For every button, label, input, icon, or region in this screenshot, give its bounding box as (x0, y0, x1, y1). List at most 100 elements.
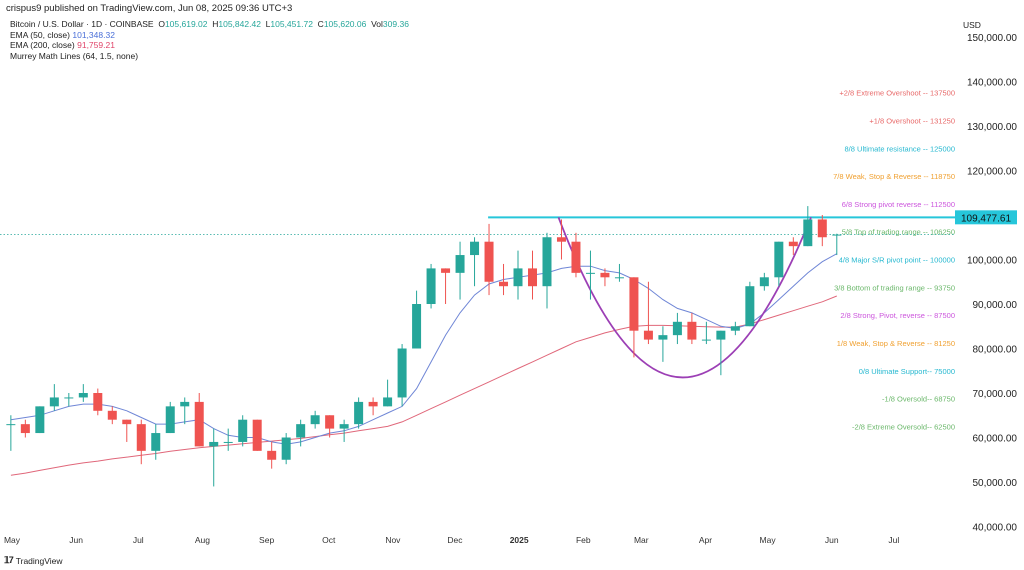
time-tick-label: 2025 (510, 535, 529, 545)
time-tick-label: Feb (576, 535, 591, 545)
candle-body (528, 268, 537, 287)
candle-body (354, 401, 364, 425)
ema200-row[interactable]: EMA (200, close) 91,759.21 (10, 40, 409, 51)
candle-body (252, 419, 262, 451)
candle-body (759, 277, 769, 287)
candle-body (238, 419, 248, 442)
candle-body (209, 441, 219, 447)
murrey-level-label: 1/8 Weak, Stop & Reverse -- 81250 (837, 339, 955, 348)
murrey-level-label: 2/8 Strong, Pivot, reverse -- 87500 (840, 311, 955, 320)
candle-body (745, 286, 755, 327)
murrey-row[interactable]: Murrey Math Lines (64, 1.5, none) (10, 51, 409, 62)
candle-body (600, 272, 610, 278)
resistance-price-badge (955, 210, 1017, 225)
murrey-level-label: -1/8 Oversold-- 68750 (882, 395, 955, 404)
candle-body (788, 241, 798, 247)
time-tick-label: Nov (385, 535, 401, 545)
murrey-level-label: +2/8 Extreme Overshoot -- 137500 (839, 89, 955, 98)
murrey-level-label: 8/8 Ultimate resistance -- 125000 (845, 144, 955, 153)
ema50-row[interactable]: EMA (50, close) 101,348.32 (10, 30, 409, 41)
price-tick-label: 60,000.00 (973, 434, 1018, 445)
currency-label: USD (963, 20, 981, 30)
price-tick-label: 150,000.00 (967, 33, 1017, 44)
candle-body (136, 424, 146, 451)
ema50-label: EMA (50, close) (10, 29, 70, 40)
time-tick-label: Apr (699, 535, 712, 545)
candle-body (78, 393, 88, 398)
time-tick-label: May (760, 535, 777, 545)
candle-body (397, 348, 407, 398)
time-tick-label: May (4, 535, 21, 545)
candle-body (20, 424, 30, 434)
candle-body (426, 268, 436, 304)
tradingview-logo-text: TradingView (15, 555, 63, 566)
candle-body (180, 401, 190, 407)
candle-body (513, 268, 523, 287)
volume-label: Vol (371, 19, 383, 29)
price-tick-label: 140,000.00 (967, 78, 1017, 89)
price-axis: 150,000.00 140,000.00 130,000.00 120,000.00… (955, 33, 1017, 534)
candle-body (6, 424, 16, 426)
high-value: 105,842.42 (218, 19, 261, 29)
candle-body (194, 401, 204, 447)
candle-body (383, 397, 393, 407)
symbol-label: Bitcoin / U.S. Dollar · 1D · COINBASE (10, 19, 154, 29)
candle-body (310, 415, 320, 425)
candle-body (571, 241, 581, 273)
murrey-level-label: 3/8 Bottom of trading range -- 93750 (834, 283, 955, 292)
open-value: 105,619.02 (164, 19, 208, 29)
candle-body (281, 437, 291, 460)
ema50-value: 101,348.32 (72, 29, 115, 40)
murrey-level-label: 7/8 Weak, Stop & Reverse -- 118750 (833, 172, 955, 181)
candle-body (151, 433, 161, 451)
candle-body (556, 237, 566, 242)
price-tick-label: 120,000.00 (967, 167, 1017, 178)
ema200-label: EMA (200, close) (10, 40, 75, 50)
candle-body (484, 241, 494, 282)
candle-body (64, 397, 74, 399)
murrey-label: Murrey Math Lines (64, 1.5, none) (10, 50, 139, 61)
time-tick-label: Jul (888, 535, 899, 545)
candle-body (774, 241, 784, 278)
ohlc-row: Bitcoin / U.S. Dollar · 1D · COINBASE O1… (10, 19, 409, 30)
time-tick-label: Dec (447, 535, 463, 545)
candle-body (658, 335, 668, 340)
candle-body (701, 339, 711, 341)
price-tick-label: 100,000.00 (967, 256, 1017, 267)
time-axis: May Jun Jul Aug Sep Oct Nov Dec 2025 Feb Mar Apr May… (4, 535, 899, 545)
candle-body (165, 406, 175, 434)
candle-body (672, 321, 682, 336)
candle-body (817, 219, 827, 238)
published-byline: crispus9 published on TradingView.com, J… (6, 3, 293, 14)
candle-body (716, 330, 726, 340)
ema200-line (10, 295, 837, 476)
tradingview-logo-icon: 𝟙7 (4, 555, 14, 565)
candle-body (730, 326, 740, 331)
price-tick-label: 90,000.00 (973, 300, 1018, 311)
candle-body (499, 281, 509, 287)
candles (6, 206, 842, 487)
volume-value: 309.36 (382, 19, 409, 29)
low-label: L (265, 19, 271, 29)
price-tick-label: 40,000.00 (973, 523, 1018, 534)
murrey-level-label: 6/8 Strong pivot reverse -- 112500 (842, 200, 955, 209)
time-tick-label: Aug (195, 535, 210, 545)
close-label: C (317, 19, 324, 29)
time-tick-label: Jun (825, 535, 839, 545)
murrey-labels: +2/8 Extreme Overshoot -- 137500 +1/8 Ove… (833, 89, 955, 432)
price-tick-label: 70,000.00 (973, 389, 1018, 400)
time-tick-label: Jul (133, 535, 144, 545)
candle-body (585, 272, 595, 274)
murrey-level-label: 5/8 Top of trading range -- 106250 (842, 228, 955, 237)
time-tick-label: Mar (634, 535, 649, 545)
candle-body (368, 401, 378, 407)
time-tick-label: Oct (322, 535, 336, 545)
tradingview-logo[interactable]: 𝟙7 TradingView (4, 555, 63, 566)
candle-body (614, 277, 624, 279)
candle-body (325, 415, 335, 429)
candle-body (107, 410, 117, 420)
candle-body (687, 321, 697, 340)
murrey-level-label: 4/8 Major S/R pivot point -- 100000 (839, 256, 955, 265)
candle-body (49, 397, 59, 407)
